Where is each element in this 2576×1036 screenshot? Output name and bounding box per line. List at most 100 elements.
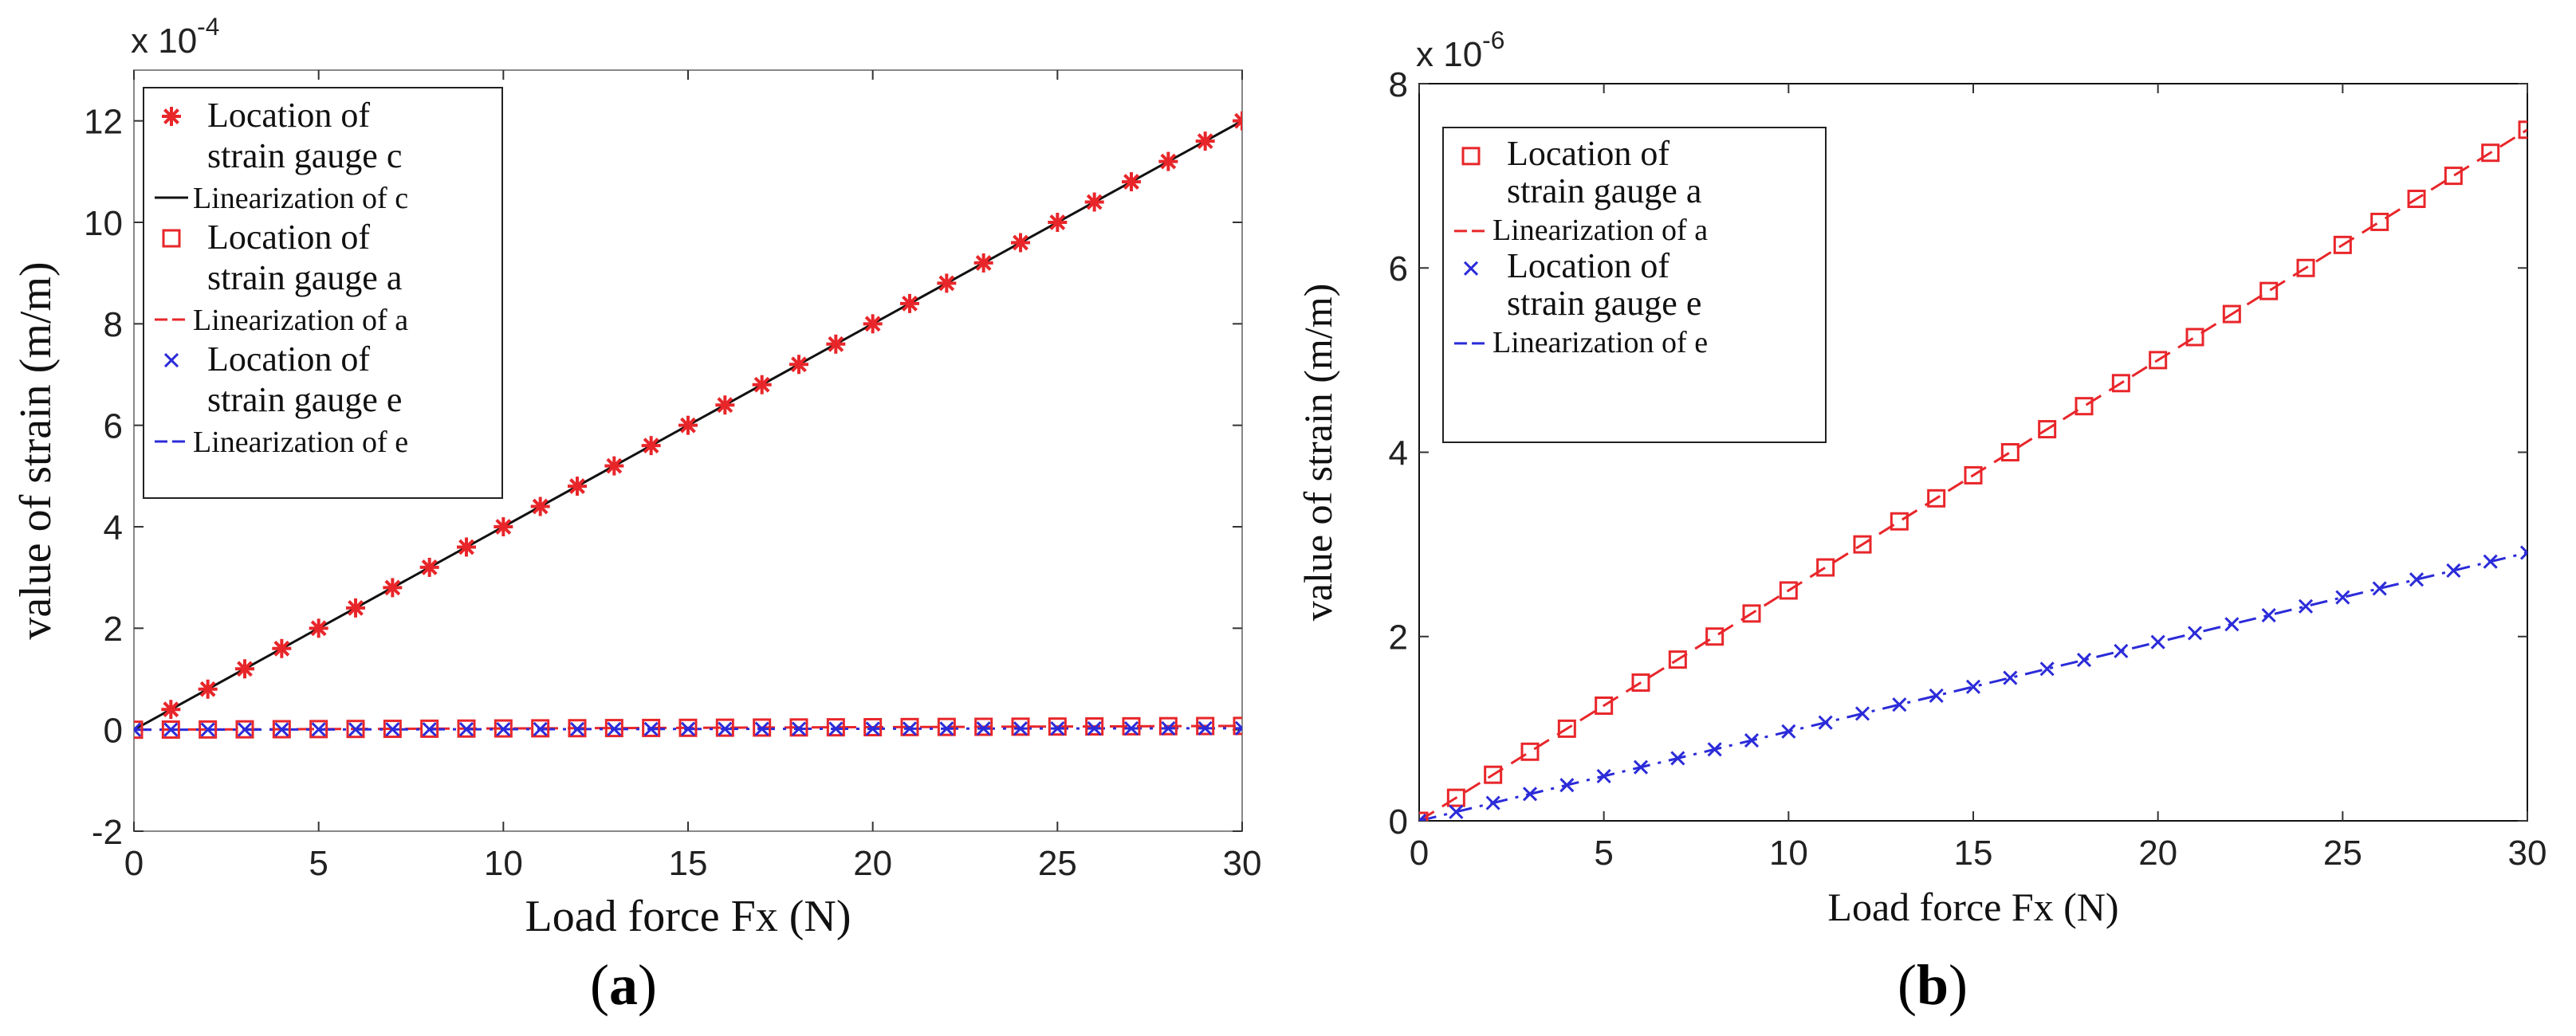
series-2-point [1707,742,1722,757]
x-stroke [134,728,142,737]
legend-label-3: Linearization of a [193,304,408,337]
x-stroke [134,722,142,732]
series-2-point [715,718,734,737]
series-2-point [383,720,402,739]
series-0-point [1484,765,1503,784]
series-4-point [385,722,400,737]
x-stroke [2519,551,2527,560]
series-2-point [2298,598,2314,614]
x-stroke [828,721,844,736]
series-2-point [1670,751,1685,766]
x-stroke [496,721,511,737]
x-stroke [569,721,585,736]
x-tick-label: 0 [124,844,144,883]
series-2-point [2076,653,2092,668]
series-2-point [2150,634,2165,649]
legend-label-4: Location of [207,339,370,379]
legend-label-0: Location of [1507,134,1669,173]
y-axis-exponent: x 10-4 [131,12,219,61]
x-stroke [1818,715,1833,730]
star-stroke [606,457,623,474]
series-4-point [200,722,215,737]
series-2-point [1781,724,1796,739]
series-4-point [754,721,769,736]
series-2-point [2446,563,2461,579]
x-stroke [1234,720,1242,730]
series-2-point [161,720,180,740]
series-2-point [1965,679,1981,694]
series-0-point [2222,304,2241,324]
star-stroke [1013,234,1028,251]
x-stroke [718,721,733,736]
x-stroke [1559,778,1575,793]
series-2-point [2372,581,2387,596]
series-0-point [826,334,846,354]
x-tick-label: 25 [1038,844,1077,883]
series-0-point [1742,604,1761,623]
x-stroke [1707,742,1722,757]
series-0-point [1668,650,1687,669]
series-4-point [496,721,511,737]
legend-label-0: strain gauge a [1507,171,1701,210]
series-0-point [678,415,698,435]
star-stroke [163,701,179,718]
x-stroke [976,721,991,736]
series-0-point [1158,151,1178,171]
legend-label-1: Linearization of c [193,182,408,215]
series-0-point [863,314,883,334]
x-stroke [1050,721,1065,736]
x-stroke [163,352,179,368]
series-4-point [902,721,918,736]
series-0-point [1890,512,1909,531]
star-stroke [975,255,992,271]
x-stroke [939,721,954,736]
series-2-point [1449,804,1464,819]
series-2-point [1854,706,1870,721]
x-stroke [1234,726,1242,736]
x-stroke [2372,581,2387,596]
series-2-point [134,720,144,740]
series-4-point [976,721,991,736]
series-0-point [1520,742,1540,761]
x-stroke [2076,653,2092,668]
series-2-point [2114,643,2129,658]
x-stroke [348,722,364,737]
star-stroke [1197,133,1213,150]
series-4-point [939,721,954,736]
series-2-point [568,719,587,738]
series-0-point [161,700,181,720]
legend-label-2: Location of [1507,246,1669,285]
x-stroke [1744,732,1760,748]
x-stroke [607,721,622,736]
series-0-point [1964,465,1983,485]
x-tick-label: 10 [484,844,523,883]
series-2-point [2224,617,2240,632]
series-0-point [309,618,328,638]
series-2-point [1419,813,1427,821]
series-0-point [272,638,292,658]
series-0-point [973,253,993,273]
series-4-point [865,721,880,736]
x-tick-label: 20 [853,844,892,883]
series-2-point [1122,716,1141,736]
series-2-point [531,719,550,738]
legend-label-2: strain gauge a [207,258,402,297]
series-0-point [2259,281,2279,300]
series-4-point [348,722,364,737]
legend-box [143,87,503,499]
x-stroke [1419,813,1427,821]
x-stroke [311,722,326,737]
series-0-point [2038,420,2057,439]
star-stroke [1234,118,1242,129]
series-4-point [1050,721,1065,736]
x-stroke [1522,787,1538,802]
x-tick-label: 5 [1594,834,1613,873]
series-0-point [2518,120,2527,139]
series-2-point [678,718,698,737]
series-0-point [1557,719,1576,738]
series-4-point [311,722,326,737]
series-0-point [2333,235,2352,254]
series-2-point [2409,572,2425,587]
series-0-point [2481,143,2500,163]
x-stroke [2187,626,2203,641]
